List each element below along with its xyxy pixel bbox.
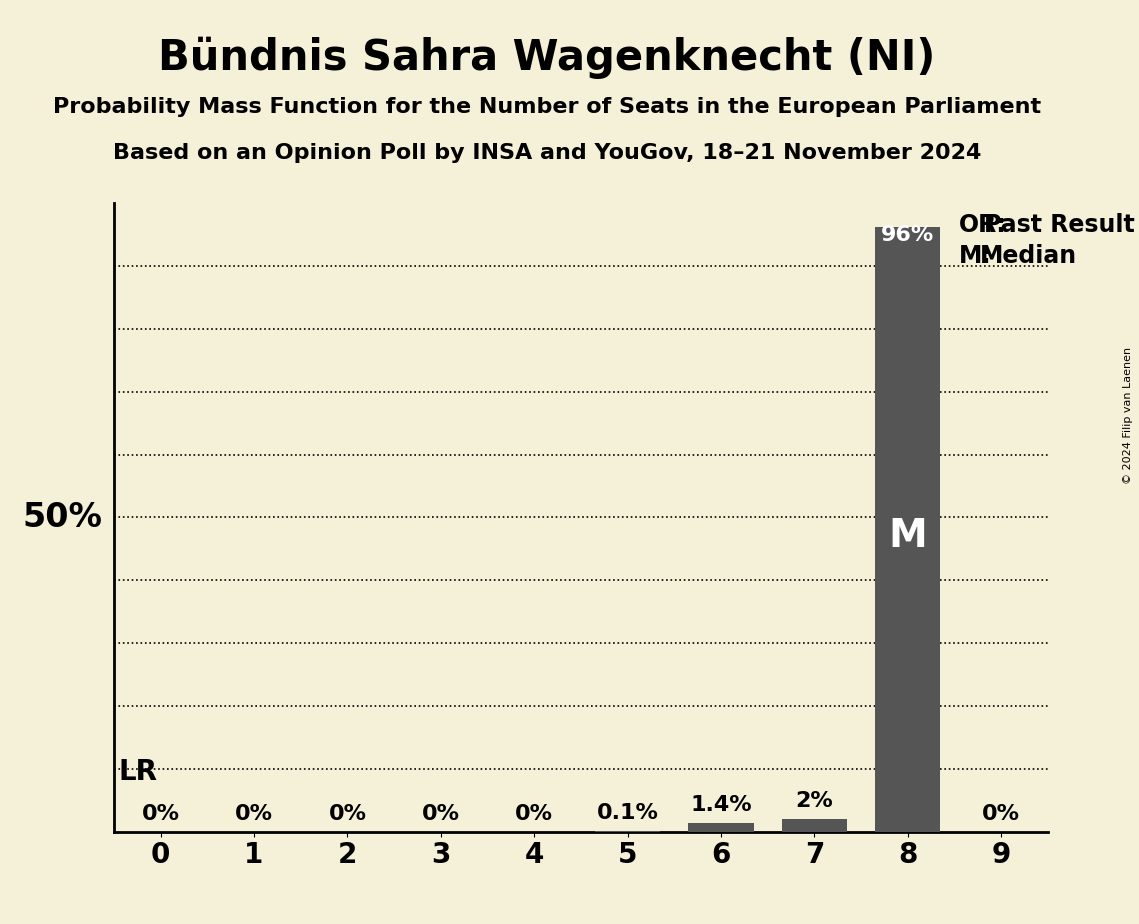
Text: 96%: 96% xyxy=(882,225,934,245)
Text: Past Result: Past Result xyxy=(984,213,1136,237)
Text: M: M xyxy=(888,517,927,555)
Text: Probability Mass Function for the Number of Seats in the European Parliament: Probability Mass Function for the Number… xyxy=(52,97,1041,117)
Text: 0%: 0% xyxy=(421,804,460,824)
Text: Bündnis Sahra Wagenknecht (NI): Bündnis Sahra Wagenknecht (NI) xyxy=(158,37,935,79)
Bar xyxy=(781,819,847,832)
Text: 0%: 0% xyxy=(515,804,554,824)
Text: 50%: 50% xyxy=(23,501,103,534)
Bar xyxy=(875,227,941,832)
Text: 0%: 0% xyxy=(328,804,367,824)
Text: 0.1%: 0.1% xyxy=(597,804,658,823)
Text: 0%: 0% xyxy=(235,804,273,824)
Text: Median: Median xyxy=(980,244,1076,268)
Bar xyxy=(688,822,754,832)
Text: 0%: 0% xyxy=(982,804,1021,824)
Text: LR: LR xyxy=(118,759,157,786)
Text: 1.4%: 1.4% xyxy=(690,796,752,815)
Text: © 2024 Filip van Laenen: © 2024 Filip van Laenen xyxy=(1123,347,1133,484)
Text: 0%: 0% xyxy=(141,804,180,824)
Text: 2%: 2% xyxy=(795,792,834,811)
Text: Based on an Opinion Poll by INSA and YouGov, 18–21 November 2024: Based on an Opinion Poll by INSA and You… xyxy=(113,143,981,164)
Text: M:: M: xyxy=(959,244,992,268)
Text: OR:: OR: xyxy=(959,213,1007,237)
